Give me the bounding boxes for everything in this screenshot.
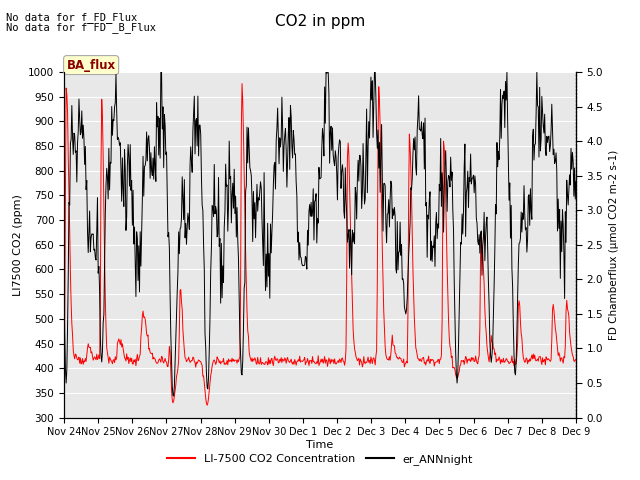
Text: No data for f̅FD̅_B_Flux: No data for f̅FD̅_B_Flux	[6, 22, 156, 33]
Y-axis label: LI7500 CO2 (ppm): LI7500 CO2 (ppm)	[13, 194, 22, 296]
Y-axis label: FD Chamberflux (μmol CO2 m-2 s-1): FD Chamberflux (μmol CO2 m-2 s-1)	[609, 150, 619, 340]
Text: No data for f_FD_Flux: No data for f_FD_Flux	[6, 12, 138, 23]
X-axis label: Time: Time	[307, 440, 333, 450]
Legend: LI-7500 CO2 Concentration, er_ANNnight: LI-7500 CO2 Concentration, er_ANNnight	[163, 450, 477, 469]
Text: CO2 in ppm: CO2 in ppm	[275, 14, 365, 29]
Text: BA_flux: BA_flux	[67, 59, 116, 72]
